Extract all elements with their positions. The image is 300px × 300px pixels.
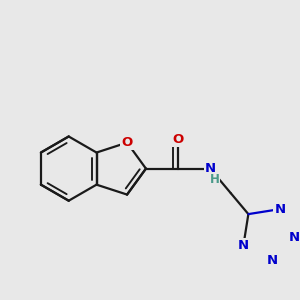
Text: H: H [209,173,219,186]
Text: O: O [122,136,133,149]
Text: N: N [266,254,278,267]
Text: N: N [205,162,216,175]
Text: O: O [172,133,184,146]
Text: N: N [238,239,249,252]
Text: N: N [274,202,286,216]
Text: N: N [289,231,300,244]
